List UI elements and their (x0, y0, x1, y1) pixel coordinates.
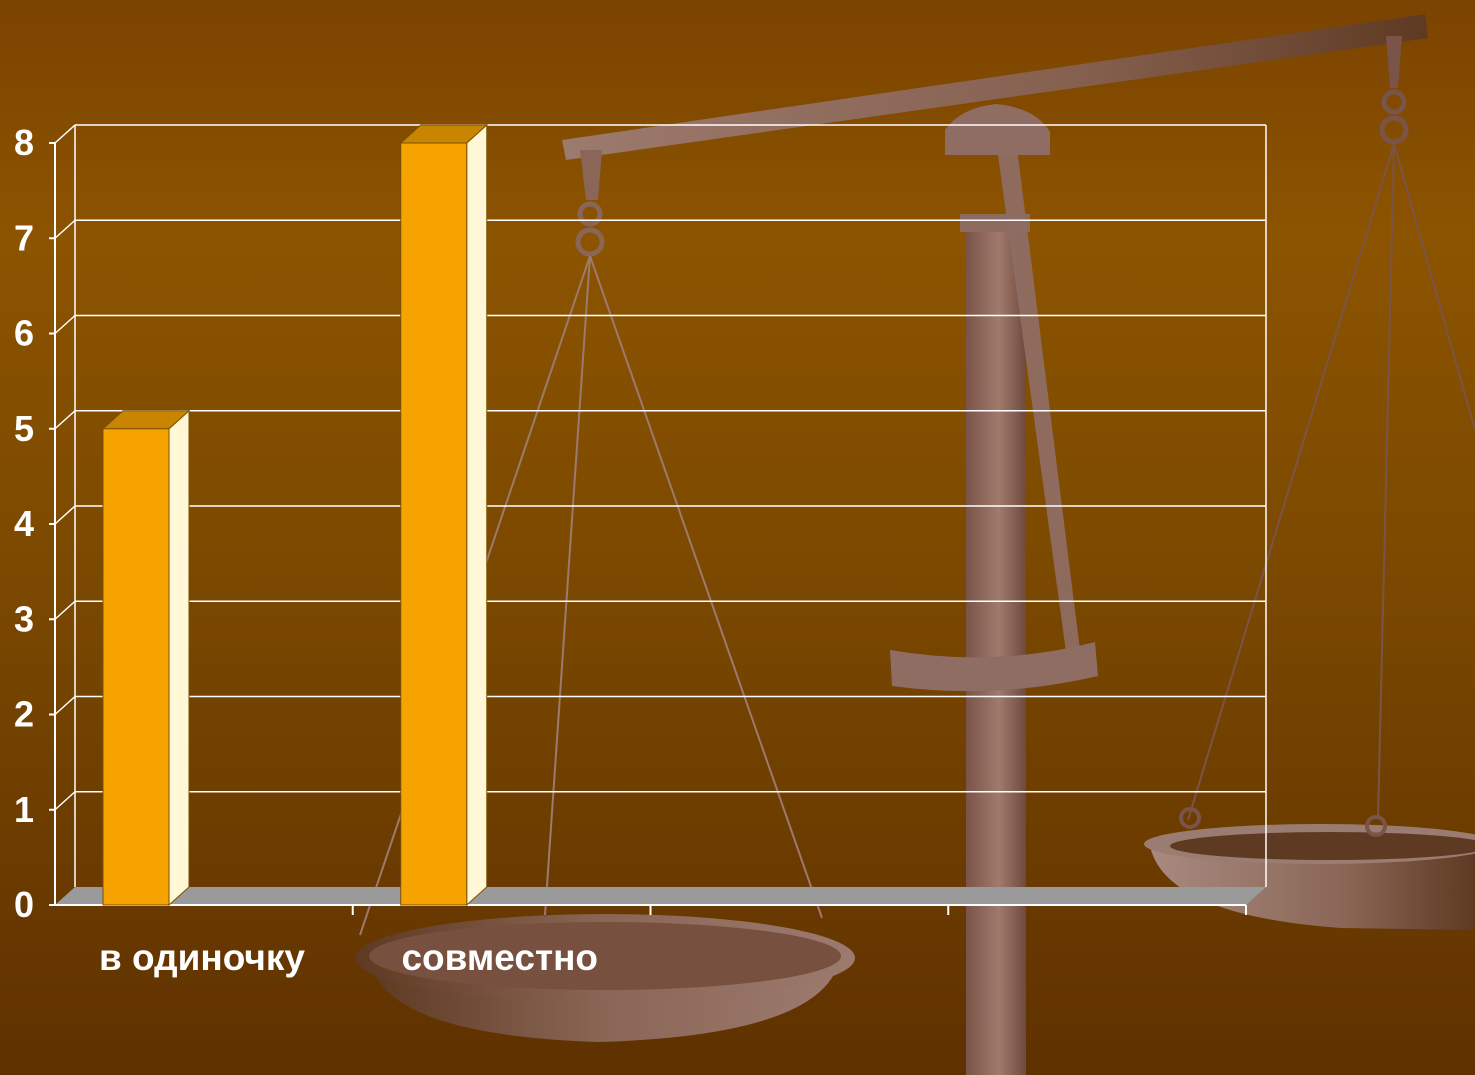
scales-of-justice-image (355, 14, 1475, 1075)
bar-side (168, 409, 190, 907)
y-tick-label: 6 (14, 313, 34, 354)
x-tick-marks (351, 905, 1247, 915)
gridline-side (54, 219, 76, 239)
bar-side (466, 123, 488, 907)
y-tick-label: 1 (14, 789, 34, 830)
gridline-side (54, 410, 76, 430)
gridline-side (54, 791, 76, 811)
plot-area: 0 1 2 3 4 5 6 7 8 в одиночку совместно (14, 122, 1267, 978)
bar (101, 409, 191, 907)
bars (101, 123, 489, 907)
gridline-side (54, 505, 76, 525)
y-tick-label: 4 (14, 503, 34, 544)
gridline-side (54, 314, 76, 335)
y-tick-label: 0 (14, 884, 34, 925)
gridlines (49, 124, 1266, 906)
y-tick-label: 3 (14, 598, 34, 639)
bar-front (400, 142, 468, 906)
y-tick-label: 7 (14, 217, 34, 258)
bar-front (102, 428, 170, 906)
y-tick-label: 8 (14, 122, 34, 163)
x-tick-labels: в одиночку совместно (99, 937, 598, 978)
y-tick-label: 2 (14, 694, 34, 735)
gridline-side (54, 695, 76, 716)
chart-floor (55, 887, 1266, 905)
gridline-side (54, 600, 76, 620)
bar (399, 123, 489, 907)
y-tick-label: 5 (14, 408, 34, 449)
gridline-side (54, 124, 76, 144)
y-tick-labels: 0 1 2 3 4 5 6 7 8 (14, 122, 34, 925)
x-tick-label: совместно (401, 937, 598, 978)
x-tick-label: в одиночку (99, 937, 305, 978)
